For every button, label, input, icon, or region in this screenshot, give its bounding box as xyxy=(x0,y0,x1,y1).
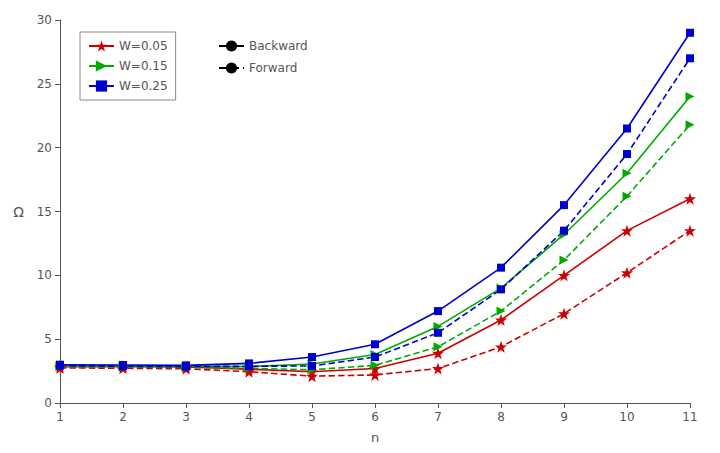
svg-text:W=0.05: W=0.05 xyxy=(119,39,168,53)
svg-text:30: 30 xyxy=(37,13,52,27)
svg-text:1: 1 xyxy=(56,410,64,424)
svg-text:W=0.15: W=0.15 xyxy=(119,59,168,73)
svg-text:3: 3 xyxy=(182,410,190,424)
svg-text:7: 7 xyxy=(434,410,442,424)
svg-text:10: 10 xyxy=(619,410,634,424)
svg-text:11: 11 xyxy=(682,410,697,424)
svg-text:20: 20 xyxy=(37,141,52,155)
svg-text:Forward: Forward xyxy=(249,61,297,75)
svg-text:W=0.25: W=0.25 xyxy=(119,79,168,93)
svg-text:0: 0 xyxy=(44,396,52,410)
svg-text:15: 15 xyxy=(37,205,52,219)
svg-text:25: 25 xyxy=(37,77,52,91)
svg-text:5: 5 xyxy=(308,410,316,424)
svg-text:4: 4 xyxy=(245,410,253,424)
svg-text:6: 6 xyxy=(371,410,379,424)
svg-text:8: 8 xyxy=(497,410,505,424)
svg-text:Ω: Ω xyxy=(13,204,24,220)
svg-text:Backward: Backward xyxy=(249,39,308,53)
svg-text:10: 10 xyxy=(37,268,52,282)
svg-text:5: 5 xyxy=(44,332,52,346)
svg-text:9: 9 xyxy=(560,410,568,424)
svg-text:2: 2 xyxy=(119,410,127,424)
svg-text:n: n xyxy=(371,430,379,445)
